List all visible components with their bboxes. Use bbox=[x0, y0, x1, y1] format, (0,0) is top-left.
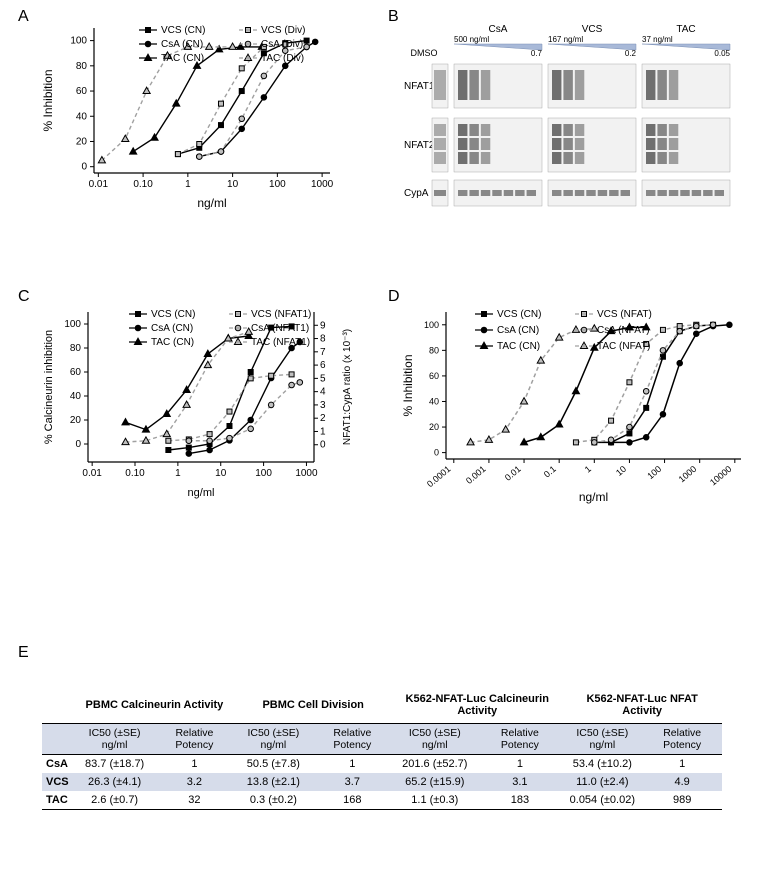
svg-text:0.05: 0.05 bbox=[714, 49, 730, 58]
svg-text:0: 0 bbox=[75, 439, 81, 450]
svg-text:VCS (Div): VCS (Div) bbox=[261, 25, 305, 36]
svg-text:100: 100 bbox=[645, 464, 663, 481]
svg-text:100: 100 bbox=[255, 468, 272, 479]
svg-text:0: 0 bbox=[434, 448, 439, 458]
svg-text:CsA (NFAT): CsA (NFAT) bbox=[597, 325, 650, 336]
svg-text:0: 0 bbox=[81, 162, 87, 173]
svg-text:DMSO: DMSO bbox=[411, 48, 438, 58]
svg-text:ng/ml: ng/ml bbox=[197, 196, 226, 210]
svg-text:1000: 1000 bbox=[295, 468, 318, 479]
svg-text:TAC: TAC bbox=[676, 24, 695, 35]
svg-text:TAC (NFAT): TAC (NFAT) bbox=[597, 341, 651, 352]
svg-text:VCS (NFAT): VCS (NFAT) bbox=[597, 309, 652, 320]
svg-text:80: 80 bbox=[70, 343, 82, 354]
svg-text:CsA (CN): CsA (CN) bbox=[151, 323, 193, 334]
panel-b-blots: CsA500 ng/ml 0.7 VCS167 ng/ml 0.2 TAC37 ng/m… bbox=[402, 22, 740, 222]
svg-text:60: 60 bbox=[70, 367, 82, 378]
svg-text:0: 0 bbox=[320, 440, 326, 451]
svg-text:0.001: 0.001 bbox=[464, 464, 488, 486]
svg-text:80: 80 bbox=[429, 345, 439, 355]
svg-text:0.01: 0.01 bbox=[503, 464, 523, 483]
svg-text:CsA (CN): CsA (CN) bbox=[161, 39, 203, 50]
svg-text:ng/ml: ng/ml bbox=[579, 490, 608, 504]
svg-text:NFAT1: NFAT1 bbox=[404, 81, 435, 92]
svg-text:% Calcineurin inhibition: % Calcineurin inhibition bbox=[43, 330, 55, 444]
svg-text:CsA (NFAT1): CsA (NFAT1) bbox=[251, 323, 309, 334]
svg-text:10000: 10000 bbox=[708, 464, 734, 488]
svg-text:40: 40 bbox=[429, 396, 439, 406]
svg-text:500 ng/ml: 500 ng/ml bbox=[454, 35, 489, 44]
svg-text:10: 10 bbox=[215, 468, 227, 479]
svg-text:TAC (Div): TAC (Div) bbox=[261, 53, 304, 64]
svg-text:37 ng/ml: 37 ng/ml bbox=[642, 35, 673, 44]
panel-label-a: A bbox=[18, 8, 29, 26]
svg-text:CypA: CypA bbox=[404, 188, 429, 199]
svg-text:100: 100 bbox=[70, 36, 87, 47]
svg-text:7: 7 bbox=[320, 347, 326, 358]
svg-text:100: 100 bbox=[269, 179, 286, 190]
svg-text:60: 60 bbox=[76, 86, 88, 97]
svg-text:0.01: 0.01 bbox=[82, 468, 102, 479]
svg-text:20: 20 bbox=[76, 136, 88, 147]
panel-c-chart: 0.010.1011010010000204060801000123456789… bbox=[38, 302, 358, 502]
svg-text:VCS (CN): VCS (CN) bbox=[497, 309, 541, 320]
svg-text:% Inhibition: % Inhibition bbox=[41, 69, 55, 131]
panel-a-chart: 0.01 0.10 1 10 100 1000 0 20 40 60 80 100 ng/ml % Inh… bbox=[38, 18, 348, 213]
svg-text:2: 2 bbox=[320, 413, 326, 424]
svg-text:1: 1 bbox=[175, 468, 181, 479]
svg-text:167 ng/ml: 167 ng/ml bbox=[548, 35, 583, 44]
svg-text:0.10: 0.10 bbox=[125, 468, 145, 479]
svg-text:20: 20 bbox=[70, 415, 82, 426]
svg-text:TAC (CN): TAC (CN) bbox=[151, 337, 194, 348]
panel-label-c: C bbox=[18, 288, 30, 306]
svg-text:0.2: 0.2 bbox=[625, 49, 637, 58]
svg-text:10: 10 bbox=[227, 179, 239, 190]
svg-text:VCS (CN): VCS (CN) bbox=[151, 309, 195, 320]
svg-text:CsA (CN): CsA (CN) bbox=[497, 325, 539, 336]
svg-text:TAC (CN): TAC (CN) bbox=[161, 53, 204, 64]
svg-text:1000: 1000 bbox=[311, 179, 334, 190]
svg-text:1: 1 bbox=[320, 426, 326, 437]
svg-text:6: 6 bbox=[320, 360, 326, 371]
svg-text:8: 8 bbox=[320, 334, 326, 345]
svg-text:10: 10 bbox=[614, 464, 628, 478]
svg-text:NFAT2: NFAT2 bbox=[404, 140, 435, 151]
svg-text:4: 4 bbox=[320, 387, 326, 398]
svg-text:20: 20 bbox=[429, 422, 439, 432]
svg-text:0.01: 0.01 bbox=[89, 179, 109, 190]
svg-text:VCS: VCS bbox=[582, 24, 603, 35]
svg-text:% Inhibition: % Inhibition bbox=[401, 354, 415, 416]
panel-e-table: PBMC Calcineurin ActivityPBMC Cell Divis… bbox=[42, 690, 722, 810]
svg-text:3: 3 bbox=[320, 400, 326, 411]
svg-text:ng/ml: ng/ml bbox=[188, 487, 215, 499]
svg-text:VCS (NFAT1): VCS (NFAT1) bbox=[251, 309, 311, 320]
svg-text:40: 40 bbox=[76, 111, 88, 122]
svg-text:1: 1 bbox=[583, 464, 593, 475]
svg-text:CsA (Div): CsA (Div) bbox=[261, 39, 303, 50]
panel-label-b: B bbox=[388, 8, 399, 26]
svg-text:TAC (NFAT1): TAC (NFAT1) bbox=[251, 337, 310, 348]
svg-text:100: 100 bbox=[424, 320, 439, 330]
panel-label-e: E bbox=[18, 644, 29, 662]
svg-text:VCS (CN): VCS (CN) bbox=[161, 25, 205, 36]
svg-text:0.1: 0.1 bbox=[542, 464, 558, 480]
svg-text:0.10: 0.10 bbox=[133, 179, 153, 190]
svg-text:NFAT1:CypA ratio (x 10⁻³): NFAT1:CypA ratio (x 10⁻³) bbox=[342, 329, 353, 445]
svg-text:1: 1 bbox=[185, 179, 191, 190]
svg-text:100: 100 bbox=[64, 319, 81, 330]
svg-text:TAC (CN): TAC (CN) bbox=[497, 341, 540, 352]
svg-text:0.0001: 0.0001 bbox=[425, 464, 453, 489]
svg-text:1000: 1000 bbox=[677, 464, 699, 485]
panel-d-chart: 0.0001 0.001 0.01 0.1 1 10 100 1000 10000 0 20 40 60… bbox=[398, 302, 753, 507]
svg-text:9: 9 bbox=[320, 320, 326, 331]
svg-text:CsA: CsA bbox=[489, 24, 508, 35]
svg-text:60: 60 bbox=[429, 371, 439, 381]
svg-text:80: 80 bbox=[76, 61, 88, 72]
svg-text:0.7: 0.7 bbox=[531, 49, 543, 58]
svg-text:5: 5 bbox=[320, 373, 326, 384]
svg-text:40: 40 bbox=[70, 391, 82, 402]
